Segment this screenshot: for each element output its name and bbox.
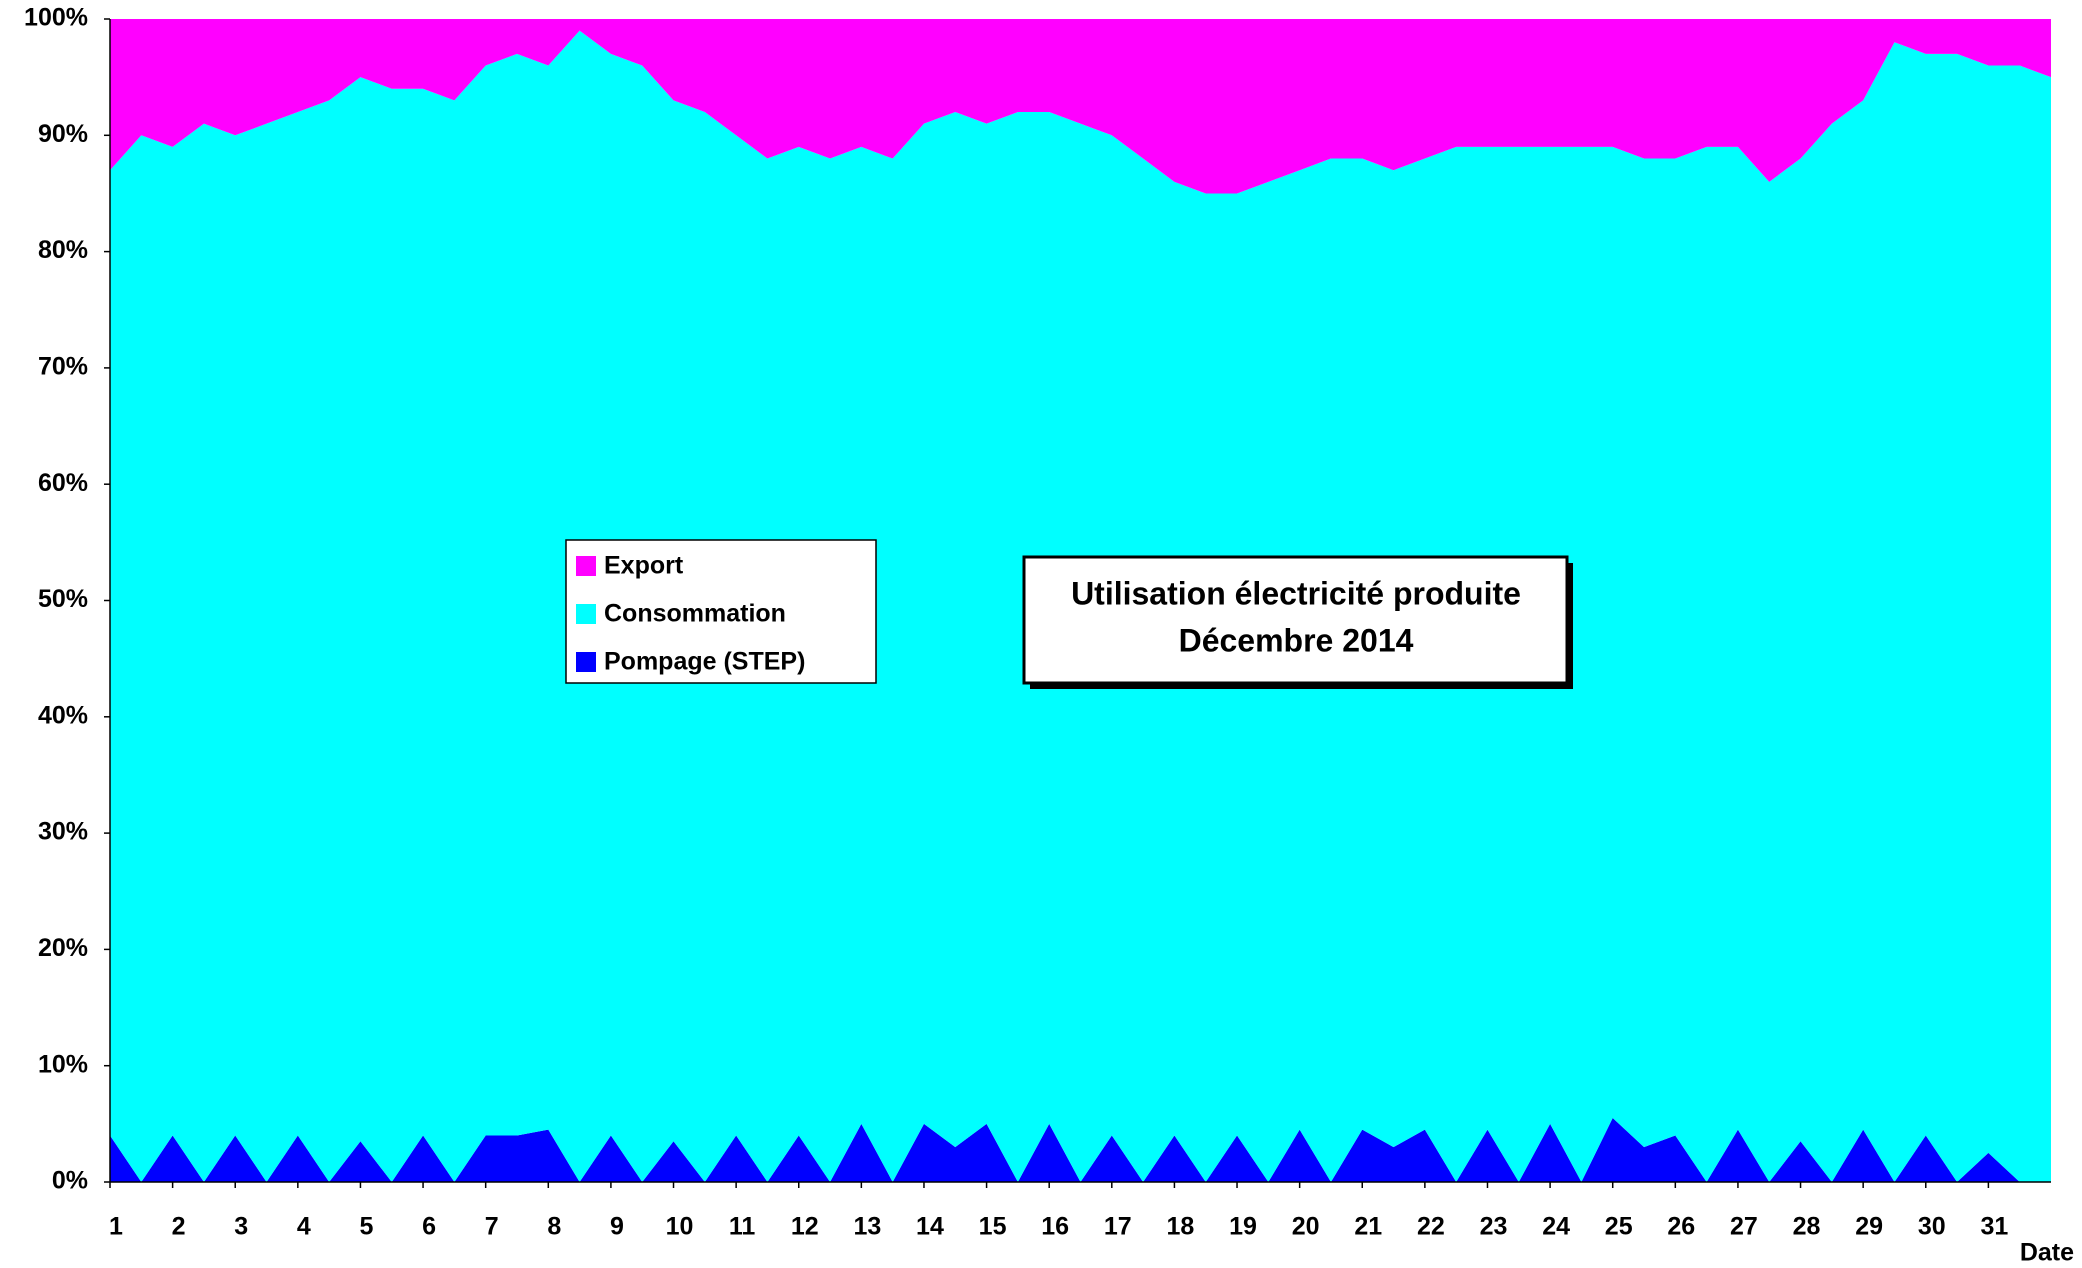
x-tick-label: 31: [1980, 1213, 2008, 1241]
x-tick-label: 1: [109, 1213, 123, 1241]
legend: Export Consommation Pompage (STEP): [565, 539, 877, 684]
x-tick-label: 6: [422, 1213, 436, 1241]
x-tick-label: 7: [485, 1213, 499, 1241]
y-tick-label: 20%: [38, 934, 88, 962]
x-tick-label: 12: [791, 1213, 819, 1241]
x-tick-label: 2: [172, 1213, 186, 1241]
x-axis-label: Date: [2020, 1239, 2074, 1267]
x-tick-label: 23: [1480, 1213, 1508, 1241]
x-tick-label: 5: [359, 1213, 373, 1241]
y-tick-label: 70%: [38, 353, 88, 381]
y-tick-label: 60%: [38, 469, 88, 497]
y-tick-label: 90%: [38, 120, 88, 148]
x-tick-label: 8: [547, 1213, 561, 1241]
y-tick-label: 30%: [38, 818, 88, 846]
x-tick-label: 29: [1855, 1213, 1883, 1241]
y-tick-label: 40%: [38, 701, 88, 729]
x-tick-label: 3: [234, 1213, 248, 1241]
legend-label: Consommation: [604, 600, 786, 628]
chart-subtitle: Décembre 2014: [1179, 622, 1414, 658]
y-tick-label: 50%: [38, 585, 88, 613]
area: [110, 1118, 2051, 1182]
x-tick-label: 27: [1730, 1213, 1758, 1241]
y-tick-label: 10%: [38, 1050, 88, 1078]
area: [110, 19, 2051, 194]
x-tick-label: 11: [729, 1213, 756, 1241]
legend-label: Pompage (STEP): [604, 648, 805, 676]
x-tick-label: 18: [1167, 1213, 1195, 1241]
x-tick-label: 25: [1605, 1213, 1633, 1241]
y-tick-label: 100%: [24, 4, 88, 32]
x-tick-label: 14: [916, 1213, 944, 1241]
title-frame: [1022, 555, 1569, 685]
x-tick-label: 30: [1918, 1213, 1946, 1241]
title-box: Utilisation électricité produite Décembr…: [1022, 555, 1573, 689]
x-tick-label: 10: [666, 1213, 694, 1241]
x-tick-label: 17: [1104, 1213, 1132, 1241]
legend-swatch: [576, 556, 596, 576]
x-tick-label: 26: [1667, 1213, 1695, 1241]
x-tick-label: 19: [1229, 1213, 1257, 1241]
x-tick-label: 21: [1354, 1213, 1382, 1241]
x-tick-label: 4: [297, 1213, 311, 1241]
x-tick-label: 13: [853, 1213, 881, 1241]
x-tick-label: 28: [1793, 1213, 1821, 1241]
x-tick-label: 15: [979, 1213, 1007, 1241]
x-tick-label: 24: [1542, 1213, 1570, 1241]
y-tick-label: 80%: [38, 236, 88, 264]
x-tick-label: 22: [1417, 1213, 1445, 1241]
x-tick-label: 16: [1041, 1213, 1069, 1241]
legend-label: Export: [604, 552, 684, 580]
legend-box: [565, 539, 877, 684]
legend-swatch: [576, 604, 596, 624]
chart-title: Utilisation électricité produite: [1071, 575, 1521, 611]
y-tick-label: 0%: [52, 1167, 88, 1195]
legend-swatch: [576, 652, 596, 672]
x-tick-label: 20: [1292, 1213, 1320, 1241]
x-tick-label: 9: [610, 1213, 624, 1241]
